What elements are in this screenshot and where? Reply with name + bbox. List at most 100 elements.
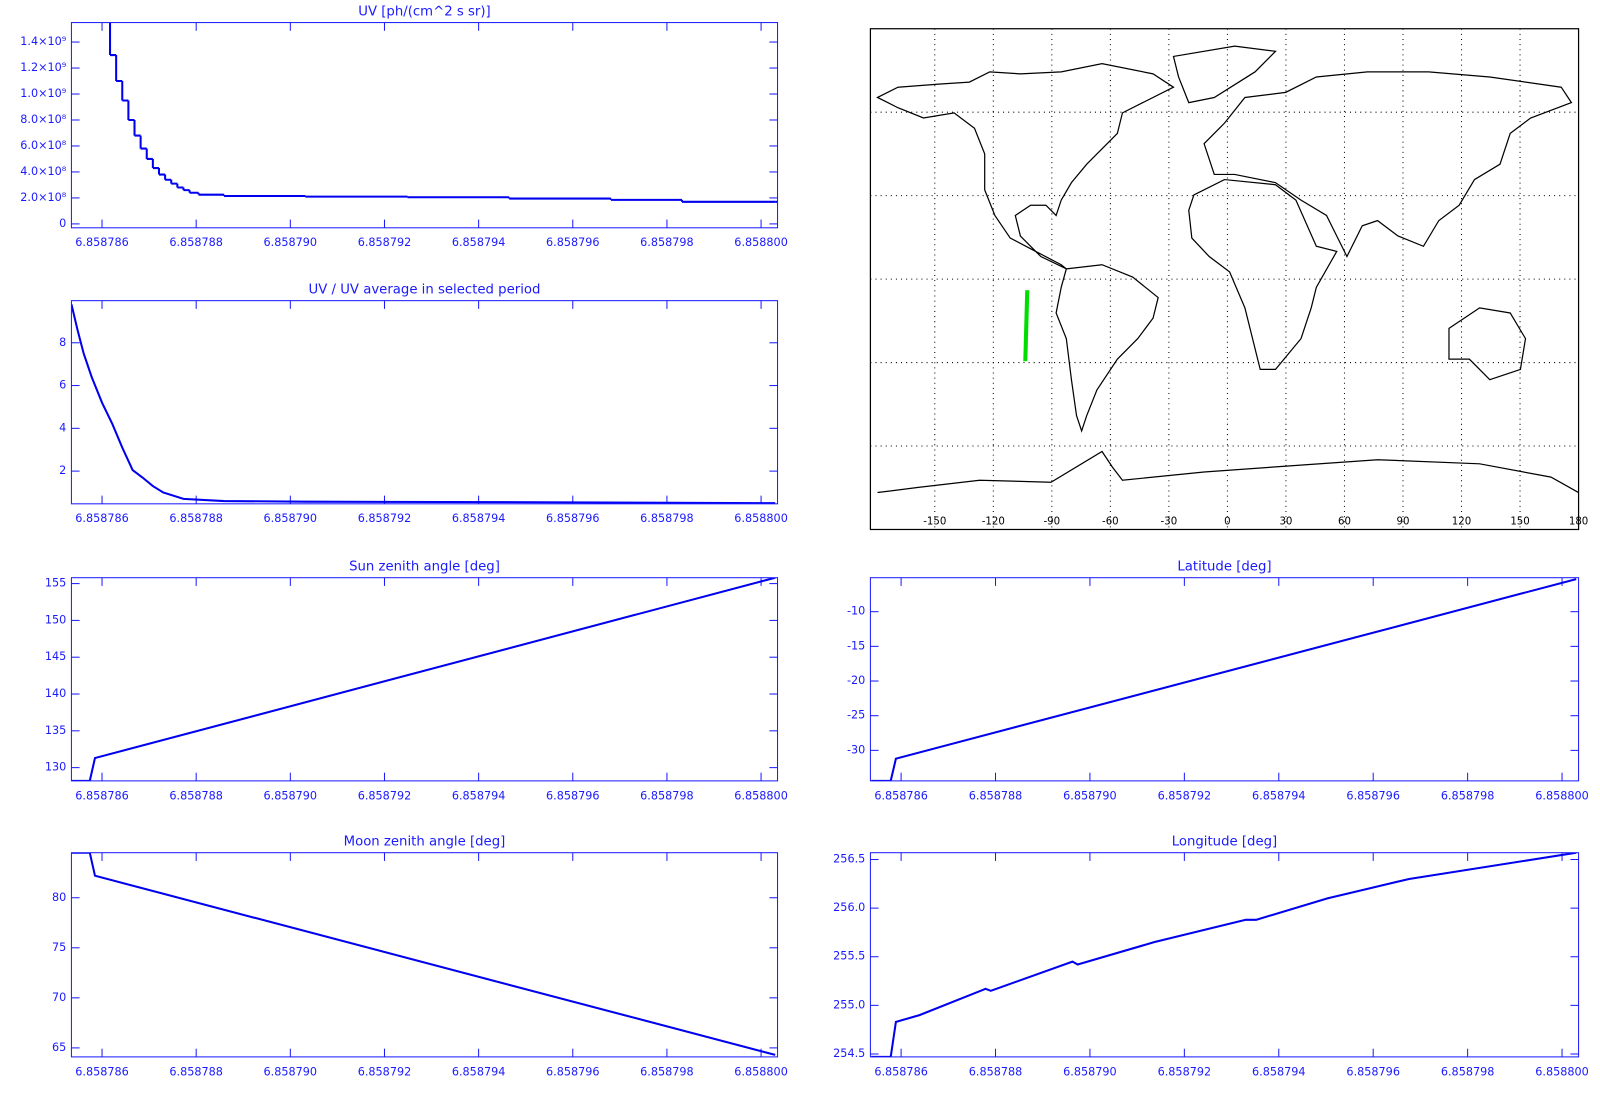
x-tick-label: 6.858790 bbox=[264, 236, 318, 249]
y-tick-label: 150 bbox=[45, 613, 66, 626]
x-tick-label: 120 bbox=[1452, 516, 1471, 527]
axis-frame bbox=[869, 852, 1580, 1058]
x-tick-label: 6.858794 bbox=[1252, 789, 1306, 802]
y-tick-label: 6 bbox=[59, 379, 66, 392]
x-tick-label: 6.858794 bbox=[452, 236, 506, 249]
data-line bbox=[871, 852, 1577, 1057]
x-tick-label: -120 bbox=[982, 516, 1005, 527]
y-tick-label: -30 bbox=[847, 743, 865, 756]
x-tick-label: 6.858790 bbox=[264, 512, 318, 525]
ground-track bbox=[1023, 290, 1030, 362]
y-tick-label: 8.0×10⁸ bbox=[20, 113, 67, 126]
x-tick-label: 6.858800 bbox=[734, 1065, 788, 1078]
plot-area bbox=[71, 577, 776, 781]
x-tick-label: -60 bbox=[1102, 516, 1119, 527]
x-tick-label: 6.858796 bbox=[546, 236, 600, 249]
y-tick-label: 130 bbox=[45, 761, 66, 774]
south-america bbox=[1055, 264, 1159, 433]
x-tick-label: 6.858798 bbox=[1441, 789, 1495, 802]
x-tick-label: 6.858792 bbox=[358, 512, 412, 525]
chart-title: UV / UV average in selected period bbox=[309, 282, 541, 297]
plot-area bbox=[71, 304, 776, 504]
x-tick-label: 6.858792 bbox=[358, 789, 412, 802]
chart-title: Latitude [deg] bbox=[1177, 559, 1271, 574]
axis-frame bbox=[70, 852, 779, 1058]
x-tick-label: 6.858796 bbox=[1346, 789, 1400, 802]
x-tick-label: 90 bbox=[1397, 516, 1410, 527]
x-tick-label: 6.858800 bbox=[1535, 789, 1589, 802]
plot-area bbox=[109, 22, 778, 203]
y-tick-label: 70 bbox=[52, 991, 66, 1004]
data-line bbox=[71, 852, 776, 1056]
x-tick-label: 6.858786 bbox=[75, 789, 129, 802]
data-line bbox=[871, 578, 1577, 781]
y-tick-label: 2 bbox=[59, 464, 66, 477]
y-tick-label: 145 bbox=[45, 650, 66, 663]
x-tick-label: 30 bbox=[1279, 516, 1292, 527]
chart-title: Sun zenith angle [deg] bbox=[349, 559, 500, 574]
y-tick-label: 1.0×10⁹ bbox=[20, 87, 67, 100]
axis-frame bbox=[70, 577, 779, 782]
x-tick-label: 6.858786 bbox=[75, 1065, 129, 1078]
y-tick-label: 1.2×10⁹ bbox=[20, 61, 67, 74]
x-tick-label: 6.858798 bbox=[640, 512, 694, 525]
x-tick-label: 150 bbox=[1510, 516, 1529, 527]
x-tick-label: 6.858792 bbox=[1158, 1065, 1212, 1078]
y-tick-label: 65 bbox=[52, 1041, 66, 1054]
y-tick-label: 135 bbox=[45, 724, 66, 737]
y-tick-label: -20 bbox=[847, 674, 865, 687]
x-tick-label: 0 bbox=[1224, 516, 1230, 527]
x-tick-label: -90 bbox=[1044, 516, 1061, 527]
x-tick-label: 6.858788 bbox=[169, 512, 223, 525]
y-tick-label: -15 bbox=[847, 639, 865, 652]
x-tick-label: 6.858792 bbox=[358, 236, 412, 249]
x-tick-label: 6.858800 bbox=[734, 512, 788, 525]
x-tick-label: 6.858794 bbox=[452, 1065, 506, 1078]
x-tick-label: 6.858790 bbox=[1063, 789, 1117, 802]
x-tick-label: 6.858788 bbox=[969, 1065, 1023, 1078]
x-tick-label: 6.858788 bbox=[969, 789, 1023, 802]
x-tick-label: 60 bbox=[1338, 516, 1351, 527]
x-tick-label: 6.858798 bbox=[640, 1065, 694, 1078]
x-tick-label: 6.858792 bbox=[358, 1065, 412, 1078]
x-tick-label: 6.858786 bbox=[75, 512, 129, 525]
y-tick-label: 75 bbox=[52, 941, 66, 954]
y-tick-label: 255.0 bbox=[833, 998, 865, 1011]
x-tick-label: 6.858790 bbox=[1063, 1065, 1117, 1078]
x-tick-label: 6.858794 bbox=[452, 789, 506, 802]
y-tick-label: 254.5 bbox=[833, 1047, 865, 1060]
australia bbox=[1448, 307, 1527, 381]
x-tick-label: 6.858800 bbox=[734, 789, 788, 802]
x-tick-label: 6.858800 bbox=[734, 236, 788, 249]
x-tick-label: 6.858792 bbox=[1158, 789, 1212, 802]
africa bbox=[1188, 178, 1338, 371]
axis-frame bbox=[70, 300, 779, 505]
antarctica bbox=[877, 450, 1579, 494]
greenland bbox=[1172, 45, 1277, 104]
y-tick-label: -25 bbox=[847, 709, 865, 722]
x-tick-label: 6.858796 bbox=[546, 1065, 600, 1078]
plot-area bbox=[71, 852, 776, 1056]
y-tick-label: 8 bbox=[59, 336, 66, 349]
map-frame bbox=[869, 28, 1580, 531]
x-tick-label: 6.858786 bbox=[75, 236, 129, 249]
plot-area bbox=[871, 578, 1577, 781]
map-grid bbox=[870, 28, 1579, 530]
x-tick-label: 6.858786 bbox=[874, 1065, 928, 1078]
y-tick-label: 140 bbox=[45, 687, 66, 700]
axis-frame bbox=[70, 22, 779, 229]
y-tick-label: 2.0×10⁸ bbox=[20, 191, 67, 204]
y-tick-label: 6.0×10⁸ bbox=[20, 139, 67, 152]
x-tick-label: 6.858788 bbox=[169, 236, 223, 249]
y-tick-label: 4 bbox=[59, 421, 66, 434]
x-tick-label: 6.858798 bbox=[640, 236, 694, 249]
y-tick-label: 1.4×10⁹ bbox=[20, 35, 67, 48]
y-tick-label: 4.0×10⁸ bbox=[20, 165, 67, 178]
data-line bbox=[71, 577, 776, 781]
eurasia bbox=[1203, 71, 1573, 258]
y-tick-label: 0 bbox=[59, 217, 66, 230]
x-tick-label: 6.858790 bbox=[264, 789, 318, 802]
chart-title: Longitude [deg] bbox=[1172, 834, 1278, 849]
